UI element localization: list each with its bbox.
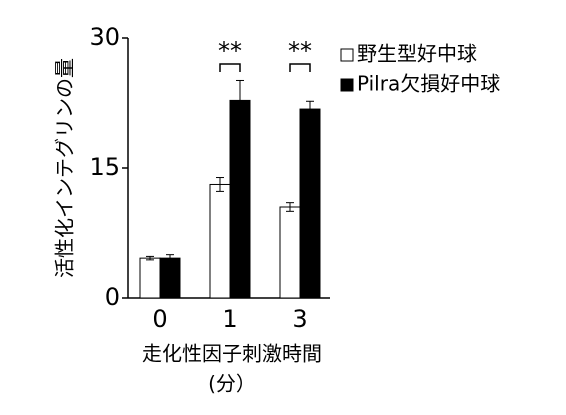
y-axis-label: 活性化インテグリンの量 [53,58,77,278]
x-tick-label: 1 [222,305,237,333]
significance-bracket [219,63,241,72]
legend-swatch [340,78,354,92]
significance-label: ** [218,37,242,65]
x-axis-label: 走化性因子刺激時間 [142,342,322,366]
legend-swatch [340,48,354,62]
y-tick-label: 30 [89,23,120,51]
bar [279,206,301,299]
x-tick-label: 3 [292,305,307,333]
bar [229,99,251,299]
bar [209,183,231,299]
y-tick-label: 0 [105,283,120,311]
bar [299,108,321,299]
bar [159,257,181,299]
y-tick-label: 15 [89,153,120,181]
legend-label: 野生型好中球 [357,42,477,66]
x-tick-label: 0 [152,305,167,333]
significance-bracket [289,63,311,72]
x-axis-label: (分） [208,372,256,396]
legend-label: Pilra欠損好中球 [357,72,500,96]
bar [139,257,161,299]
significance-label: ** [288,37,312,65]
